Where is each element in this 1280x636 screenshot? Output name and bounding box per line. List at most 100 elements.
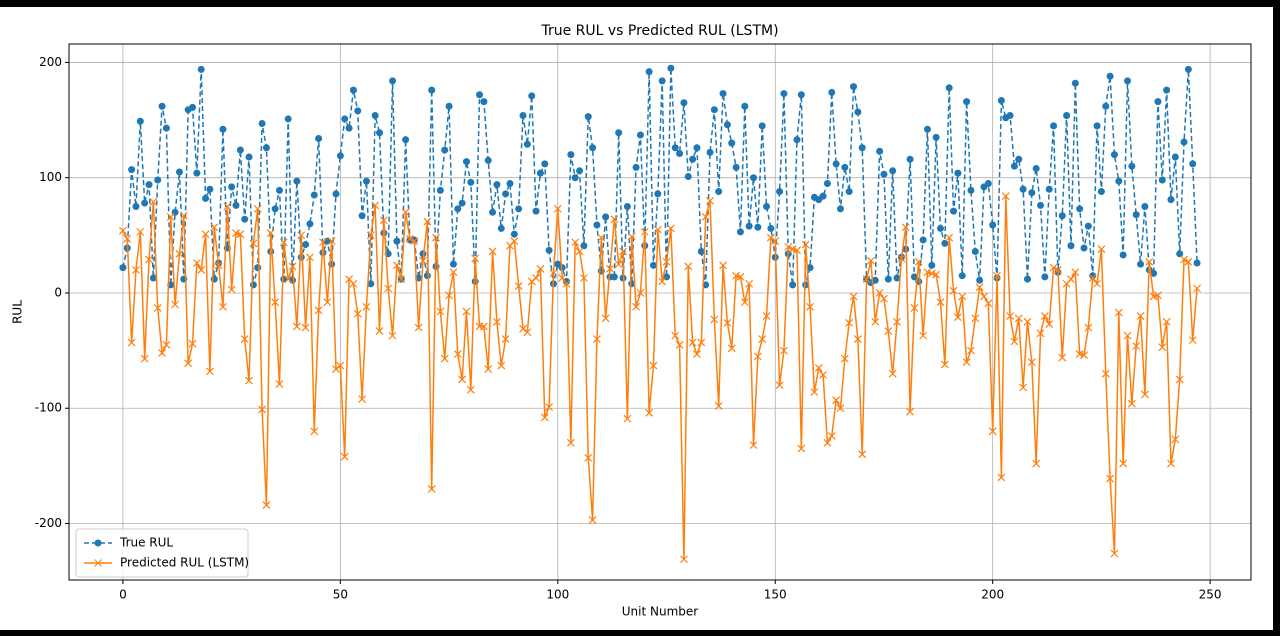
point [1110, 549, 1119, 558]
point [279, 238, 288, 247]
legend-marker [94, 539, 102, 547]
point [549, 269, 558, 278]
point [623, 414, 632, 423]
point [814, 363, 823, 372]
point [1089, 272, 1097, 280]
point [780, 346, 788, 355]
point [689, 155, 697, 163]
point [536, 264, 545, 273]
point [119, 226, 127, 235]
point [676, 150, 684, 158]
point [649, 261, 657, 269]
y-axis-label: RUL [11, 300, 25, 324]
point [453, 350, 462, 358]
point [479, 322, 488, 331]
point [1093, 279, 1101, 288]
point [301, 323, 310, 332]
point [1084, 222, 1092, 230]
point [619, 247, 627, 256]
point [536, 169, 544, 177]
point [188, 339, 197, 348]
point [780, 90, 788, 98]
point [810, 388, 819, 397]
point [1119, 459, 1128, 468]
point [1115, 177, 1123, 185]
plot-frame [68, 43, 1252, 581]
point [162, 340, 171, 349]
point [706, 148, 714, 156]
point [654, 190, 662, 198]
point [928, 261, 936, 269]
point [532, 274, 540, 282]
point [593, 221, 601, 229]
point [376, 129, 384, 137]
point [963, 98, 971, 106]
point [1032, 459, 1041, 468]
point [1171, 153, 1179, 161]
point [1150, 269, 1158, 277]
point [727, 344, 736, 353]
point [1088, 274, 1097, 282]
point [219, 302, 227, 311]
point [766, 233, 775, 242]
point [423, 272, 431, 280]
point [310, 427, 319, 436]
point [710, 315, 719, 324]
point [741, 102, 749, 110]
point [462, 158, 470, 166]
point [392, 261, 401, 270]
point [1167, 196, 1175, 204]
point [1036, 329, 1045, 338]
point [527, 277, 536, 286]
point [923, 125, 931, 133]
point [758, 122, 766, 130]
point [332, 365, 340, 373]
point [488, 247, 497, 256]
point [1136, 312, 1145, 320]
point [358, 395, 367, 403]
point [197, 65, 205, 73]
point [341, 115, 349, 123]
point [858, 450, 867, 459]
point [1040, 312, 1049, 320]
point [675, 340, 684, 349]
point [228, 183, 236, 191]
point [914, 257, 923, 266]
point [671, 331, 680, 340]
point [850, 83, 858, 91]
point [458, 199, 466, 207]
point [297, 231, 306, 240]
point [910, 273, 918, 281]
point [1058, 212, 1066, 220]
point [266, 229, 275, 237]
point [866, 256, 875, 265]
point [1067, 275, 1075, 284]
point [1027, 358, 1036, 367]
point [975, 283, 984, 292]
point [419, 250, 427, 258]
point [292, 322, 301, 331]
point [201, 230, 210, 239]
point [236, 146, 244, 154]
point [853, 335, 862, 344]
point [988, 427, 997, 436]
point [223, 202, 232, 211]
point [362, 302, 371, 311]
point [614, 260, 623, 269]
point [1015, 155, 1023, 163]
point [436, 186, 444, 194]
point [579, 274, 588, 282]
point [210, 275, 218, 283]
point [545, 403, 554, 412]
point [797, 91, 805, 99]
point [310, 191, 318, 199]
point [254, 264, 262, 272]
point [284, 275, 293, 284]
point [1184, 65, 1192, 73]
point [458, 375, 467, 384]
point [997, 473, 1006, 482]
point [893, 274, 901, 282]
point [949, 286, 958, 295]
point [1084, 323, 1093, 332]
point [797, 444, 806, 453]
